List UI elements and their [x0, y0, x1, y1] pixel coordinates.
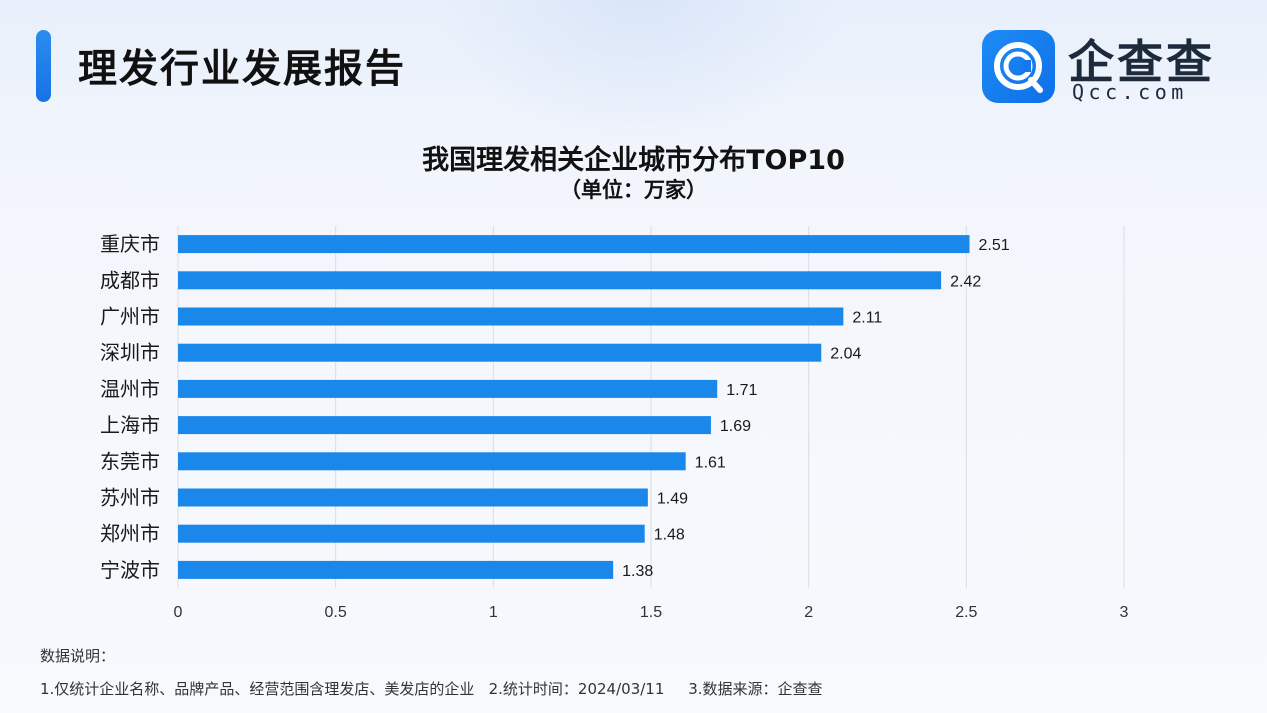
category-label: 上海市	[100, 413, 160, 437]
category-label: 成都市	[100, 268, 160, 292]
bar	[178, 524, 645, 543]
qcc-logo-icon	[982, 30, 1055, 103]
value-label: 2.42	[950, 273, 981, 290]
logo-url: Qcc.com	[1072, 80, 1188, 104]
report-title: 理发行业发展报告	[78, 47, 407, 92]
bar	[178, 452, 686, 471]
x-tick-label: 2.5	[955, 604, 977, 621]
x-tick-label: 2	[804, 604, 813, 621]
category-label: 重庆市	[100, 232, 160, 256]
category-label: 宁波市	[100, 558, 160, 582]
x-tick-label: 0.5	[325, 604, 347, 621]
notes-text: 1.仅统计企业名称、品牌产品、经营范围含理发店、美发店的企业 2.统计时间：20…	[40, 680, 823, 698]
value-label: 2.11	[852, 310, 882, 327]
x-tick-label: 1	[489, 604, 498, 621]
bar	[178, 488, 648, 507]
bar	[178, 379, 718, 398]
bar	[178, 271, 942, 290]
value-label: 1.61	[695, 454, 726, 471]
logo-wordmark: 企查查	[1068, 35, 1215, 89]
value-label: 2.51	[978, 237, 1009, 254]
category-label: 东莞市	[100, 449, 160, 473]
title-accent-bar	[36, 30, 51, 102]
qcc-logo: 企查查 Qcc.com	[982, 30, 1232, 104]
chart-title: 我国理发相关企业城市分布TOP10	[422, 145, 845, 176]
bar	[178, 560, 614, 579]
x-tick-label: 3	[1120, 604, 1129, 621]
value-label: 1.48	[654, 527, 685, 544]
category-label: 温州市	[100, 377, 160, 401]
x-tick-label: 1.5	[640, 604, 662, 621]
bar	[178, 416, 711, 435]
category-label: 苏州市	[100, 486, 160, 510]
value-label: 1.71	[726, 382, 757, 399]
bar	[178, 343, 822, 362]
value-label: 1.38	[622, 563, 653, 580]
bar	[178, 307, 844, 326]
chart-subtitle: （单位：万家）	[560, 178, 707, 202]
value-label: 2.04	[830, 346, 861, 363]
category-label: 深圳市	[100, 341, 160, 365]
category-label: 广州市	[100, 305, 160, 329]
category-label: 郑州市	[100, 522, 160, 546]
value-label: 1.49	[657, 491, 688, 508]
bar	[178, 235, 970, 254]
value-label: 1.69	[720, 418, 751, 435]
x-tick-label: 0	[174, 604, 183, 621]
notes-heading: 数据说明：	[40, 647, 116, 665]
